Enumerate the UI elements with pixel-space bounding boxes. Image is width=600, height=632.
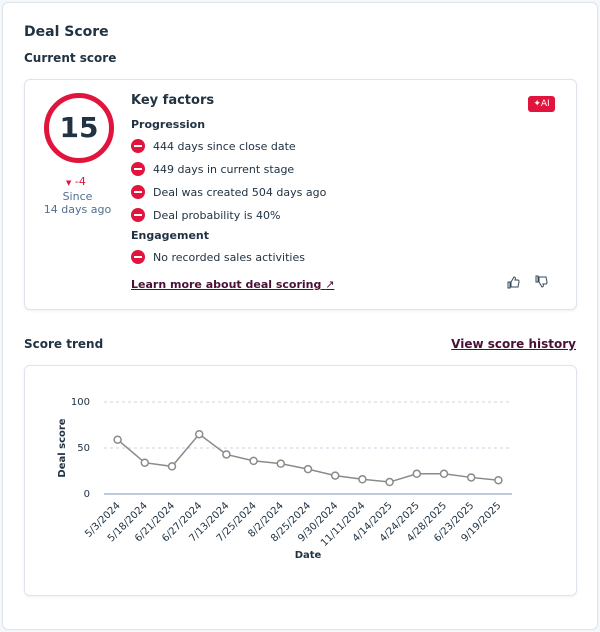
score-change: ▼ -4 (66, 175, 86, 188)
y-tick-label: 0 (84, 489, 90, 500)
factor-text: 444 days since close date (153, 139, 296, 153)
factor: 444 days since close date (131, 139, 296, 153)
thumb-up[interactable] (507, 276, 520, 289)
factor: No recorded sales activities (131, 250, 305, 264)
factor-text: Deal probability is 40% (153, 208, 281, 222)
y-axis-label: Deal score (57, 418, 68, 477)
minus-icon (131, 208, 145, 222)
factor: Deal probability is 40% (131, 208, 280, 222)
key-factors-title: Key factors (131, 93, 215, 108)
minus-icon (131, 162, 145, 176)
y-tick-label: 50 (77, 443, 90, 454)
point (466, 473, 476, 482)
y-tick-label: 100 (71, 397, 90, 408)
since-value: 14 days ago (43, 203, 112, 216)
point (194, 429, 204, 439)
point (167, 462, 177, 471)
point (330, 471, 340, 480)
point (385, 477, 394, 487)
ai-label: AI (540, 99, 550, 109)
point (358, 475, 367, 484)
group-name: Engagement (131, 229, 209, 242)
learn-more-link[interactable]: Learn more about deal scoring ↗ (131, 278, 335, 291)
score: 15 (44, 93, 114, 163)
point (140, 458, 150, 467)
x-axis-label: Date (295, 550, 322, 561)
learn-more-text: Learn more about deal scoring (131, 278, 322, 291)
feedback (507, 275, 548, 289)
point (222, 450, 231, 459)
factor: Deal was created 504 days ago (131, 185, 326, 199)
minus-icon (131, 139, 145, 153)
chart-card (24, 365, 577, 596)
section-heading: Score trend (24, 337, 104, 351)
point (249, 456, 258, 466)
point (276, 459, 286, 468)
ai-badge[interactable]: ✦AI (528, 96, 555, 112)
group-name: Progression (131, 118, 206, 131)
factor-text: No recorded sales activities (153, 250, 305, 264)
minus-icon (131, 185, 145, 199)
score-card (24, 79, 577, 310)
section-heading: Current score (24, 51, 117, 65)
point (113, 435, 122, 444)
change-value: -4 (74, 175, 86, 188)
title: Deal Score (24, 24, 109, 40)
thumb-down[interactable] (535, 275, 548, 288)
point (439, 469, 449, 479)
factor: 449 days in current stage (131, 162, 294, 176)
factor-text: Deal was created 504 days ago (153, 185, 327, 199)
point (494, 475, 503, 485)
since-label: Since (62, 190, 93, 203)
point (303, 464, 313, 474)
history-link[interactable]: View score history (451, 337, 576, 351)
minus-icon (131, 250, 145, 264)
factor-text: 449 days in current stage (153, 162, 295, 176)
point (412, 469, 422, 479)
